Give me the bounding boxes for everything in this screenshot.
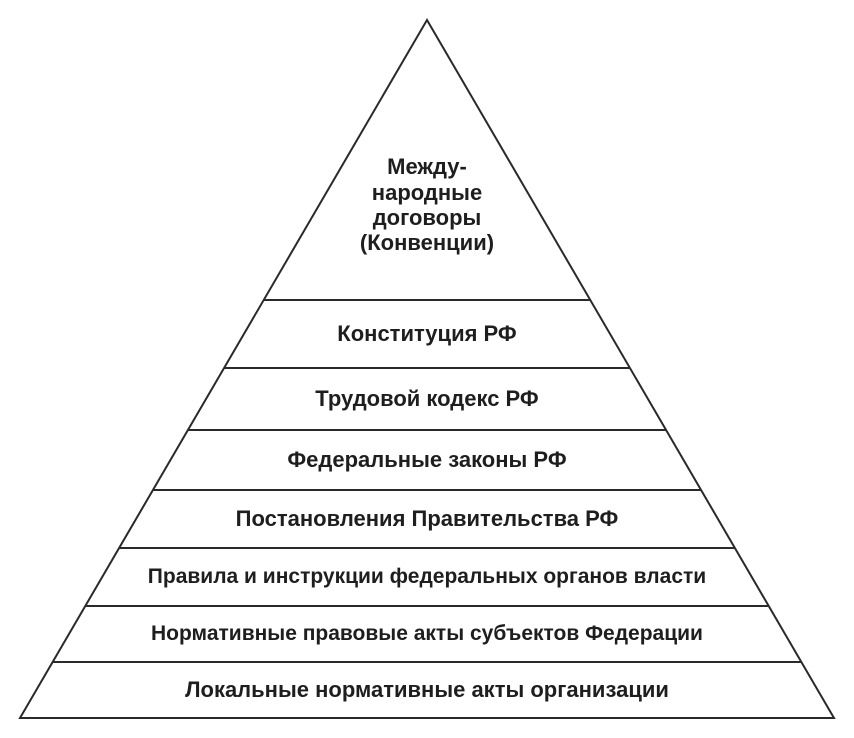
pyramid-outline bbox=[0, 0, 854, 738]
pyramid-diagram: Между-народныедоговоры(Конвенции)Констит… bbox=[0, 0, 854, 738]
